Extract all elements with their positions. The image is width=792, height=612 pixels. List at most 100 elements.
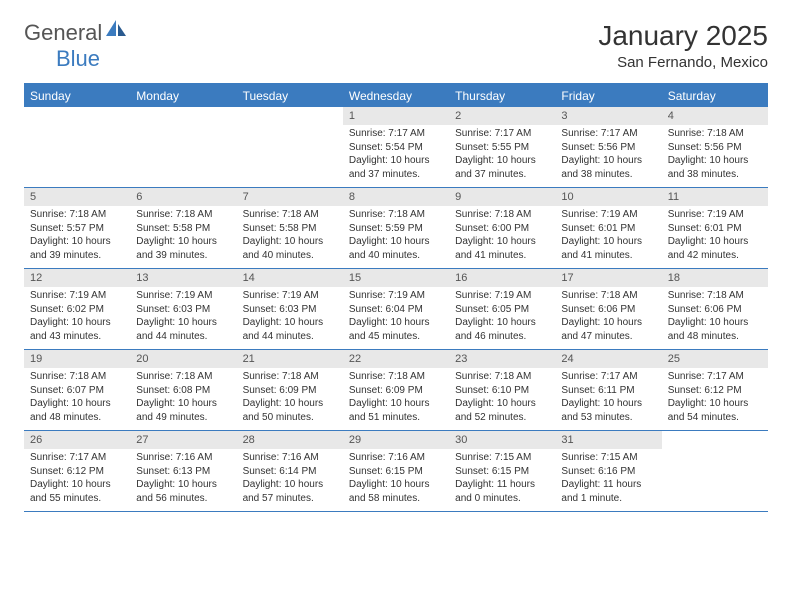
day-number: 3 — [555, 107, 661, 125]
day-number: 7 — [237, 188, 343, 206]
daylight-text-2: and 44 minutes. — [243, 330, 337, 344]
day-cell: 21Sunrise: 7:18 AMSunset: 6:09 PMDayligh… — [237, 350, 343, 430]
sunrise-text: Sunrise: 7:18 AM — [243, 370, 337, 384]
sunset-text: Sunset: 6:07 PM — [30, 384, 124, 398]
sunrise-text: Sunrise: 7:18 AM — [136, 208, 230, 222]
sunset-text: Sunset: 6:08 PM — [136, 384, 230, 398]
daylight-text-2: and 58 minutes. — [349, 492, 443, 506]
blank-cell — [237, 107, 343, 187]
sunset-text: Sunset: 6:11 PM — [561, 384, 655, 398]
sunset-text: Sunset: 6:16 PM — [561, 465, 655, 479]
daylight-text-1: Daylight: 10 hours — [455, 397, 549, 411]
day-info: Sunrise: 7:15 AMSunset: 6:16 PMDaylight:… — [555, 449, 661, 511]
sunset-text: Sunset: 6:15 PM — [455, 465, 549, 479]
sunrise-text: Sunrise: 7:18 AM — [455, 208, 549, 222]
sunrise-text: Sunrise: 7:18 AM — [349, 370, 443, 384]
day-info: Sunrise: 7:17 AMSunset: 5:55 PMDaylight:… — [449, 125, 555, 187]
daylight-text-1: Daylight: 11 hours — [561, 478, 655, 492]
day-cell: 27Sunrise: 7:16 AMSunset: 6:13 PMDayligh… — [130, 431, 236, 511]
day-cell: 3Sunrise: 7:17 AMSunset: 5:56 PMDaylight… — [555, 107, 661, 187]
sunrise-text: Sunrise: 7:19 AM — [243, 289, 337, 303]
sunset-text: Sunset: 6:12 PM — [668, 384, 762, 398]
daylight-text-1: Daylight: 10 hours — [561, 397, 655, 411]
week-row: 1Sunrise: 7:17 AMSunset: 5:54 PMDaylight… — [24, 107, 768, 188]
daylight-text-1: Daylight: 10 hours — [243, 316, 337, 330]
day-cell: 13Sunrise: 7:19 AMSunset: 6:03 PMDayligh… — [130, 269, 236, 349]
daylight-text-2: and 38 minutes. — [561, 168, 655, 182]
sunset-text: Sunset: 5:58 PM — [136, 222, 230, 236]
day-header-cell: Thursday — [449, 85, 555, 107]
calendar: SundayMondayTuesdayWednesdayThursdayFrid… — [24, 83, 768, 512]
day-info: Sunrise: 7:17 AMSunset: 5:54 PMDaylight:… — [343, 125, 449, 187]
daylight-text-2: and 53 minutes. — [561, 411, 655, 425]
sunset-text: Sunset: 5:59 PM — [349, 222, 443, 236]
day-info: Sunrise: 7:16 AMSunset: 6:13 PMDaylight:… — [130, 449, 236, 511]
week-row: 26Sunrise: 7:17 AMSunset: 6:12 PMDayligh… — [24, 431, 768, 512]
daylight-text-2: and 40 minutes. — [243, 249, 337, 263]
daylight-text-1: Daylight: 10 hours — [30, 316, 124, 330]
daylight-text-2: and 47 minutes. — [561, 330, 655, 344]
daylight-text-2: and 1 minute. — [561, 492, 655, 506]
day-cell: 23Sunrise: 7:18 AMSunset: 6:10 PMDayligh… — [449, 350, 555, 430]
week-row: 12Sunrise: 7:19 AMSunset: 6:02 PMDayligh… — [24, 269, 768, 350]
day-header-cell: Tuesday — [237, 85, 343, 107]
daylight-text-2: and 51 minutes. — [349, 411, 443, 425]
day-number: 8 — [343, 188, 449, 206]
daylight-text-2: and 0 minutes. — [455, 492, 549, 506]
daylight-text-1: Daylight: 10 hours — [455, 154, 549, 168]
header: General January 2025 San Fernando, Mexic… — [24, 20, 768, 71]
day-number: 20 — [130, 350, 236, 368]
day-number: 17 — [555, 269, 661, 287]
week-row: 19Sunrise: 7:18 AMSunset: 6:07 PMDayligh… — [24, 350, 768, 431]
day-info: Sunrise: 7:18 AMSunset: 5:58 PMDaylight:… — [237, 206, 343, 268]
daylight-text-2: and 42 minutes. — [668, 249, 762, 263]
daylight-text-1: Daylight: 10 hours — [561, 154, 655, 168]
day-info: Sunrise: 7:17 AMSunset: 6:11 PMDaylight:… — [555, 368, 661, 430]
sunrise-text: Sunrise: 7:19 AM — [136, 289, 230, 303]
sunset-text: Sunset: 6:02 PM — [30, 303, 124, 317]
day-cell: 9Sunrise: 7:18 AMSunset: 6:00 PMDaylight… — [449, 188, 555, 268]
sunset-text: Sunset: 6:00 PM — [455, 222, 549, 236]
daylight-text-2: and 38 minutes. — [668, 168, 762, 182]
daylight-text-2: and 41 minutes. — [455, 249, 549, 263]
day-info: Sunrise: 7:18 AMSunset: 6:09 PMDaylight:… — [343, 368, 449, 430]
day-cell: 4Sunrise: 7:18 AMSunset: 5:56 PMDaylight… — [662, 107, 768, 187]
daylight-text-1: Daylight: 10 hours — [668, 316, 762, 330]
day-cell: 22Sunrise: 7:18 AMSunset: 6:09 PMDayligh… — [343, 350, 449, 430]
day-number: 21 — [237, 350, 343, 368]
day-number: 14 — [237, 269, 343, 287]
day-info: Sunrise: 7:17 AMSunset: 5:56 PMDaylight:… — [555, 125, 661, 187]
sunset-text: Sunset: 6:01 PM — [668, 222, 762, 236]
logo-sail-icon — [106, 18, 128, 43]
day-number: 11 — [662, 188, 768, 206]
daylight-text-1: Daylight: 10 hours — [243, 397, 337, 411]
day-number: 23 — [449, 350, 555, 368]
blank-cell — [130, 107, 236, 187]
daylight-text-1: Daylight: 10 hours — [30, 397, 124, 411]
sunset-text: Sunset: 6:04 PM — [349, 303, 443, 317]
day-number: 24 — [555, 350, 661, 368]
sunrise-text: Sunrise: 7:15 AM — [455, 451, 549, 465]
daylight-text-1: Daylight: 10 hours — [349, 478, 443, 492]
daylight-text-2: and 40 minutes. — [349, 249, 443, 263]
day-number: 12 — [24, 269, 130, 287]
daylight-text-2: and 37 minutes. — [455, 168, 549, 182]
day-cell: 15Sunrise: 7:19 AMSunset: 6:04 PMDayligh… — [343, 269, 449, 349]
sunset-text: Sunset: 6:03 PM — [243, 303, 337, 317]
day-info: Sunrise: 7:19 AMSunset: 6:03 PMDaylight:… — [237, 287, 343, 349]
sunrise-text: Sunrise: 7:18 AM — [136, 370, 230, 384]
daylight-text-2: and 55 minutes. — [30, 492, 124, 506]
day-cell: 18Sunrise: 7:18 AMSunset: 6:06 PMDayligh… — [662, 269, 768, 349]
day-header-row: SundayMondayTuesdayWednesdayThursdayFrid… — [24, 85, 768, 107]
day-number: 1 — [343, 107, 449, 125]
daylight-text-1: Daylight: 10 hours — [668, 154, 762, 168]
sunset-text: Sunset: 5:58 PM — [243, 222, 337, 236]
daylight-text-2: and 39 minutes. — [30, 249, 124, 263]
daylight-text-1: Daylight: 10 hours — [668, 397, 762, 411]
daylight-text-1: Daylight: 10 hours — [561, 316, 655, 330]
day-info: Sunrise: 7:16 AMSunset: 6:14 PMDaylight:… — [237, 449, 343, 511]
day-info: Sunrise: 7:18 AMSunset: 5:58 PMDaylight:… — [130, 206, 236, 268]
daylight-text-1: Daylight: 10 hours — [349, 316, 443, 330]
daylight-text-1: Daylight: 11 hours — [455, 478, 549, 492]
day-info: Sunrise: 7:19 AMSunset: 6:02 PMDaylight:… — [24, 287, 130, 349]
